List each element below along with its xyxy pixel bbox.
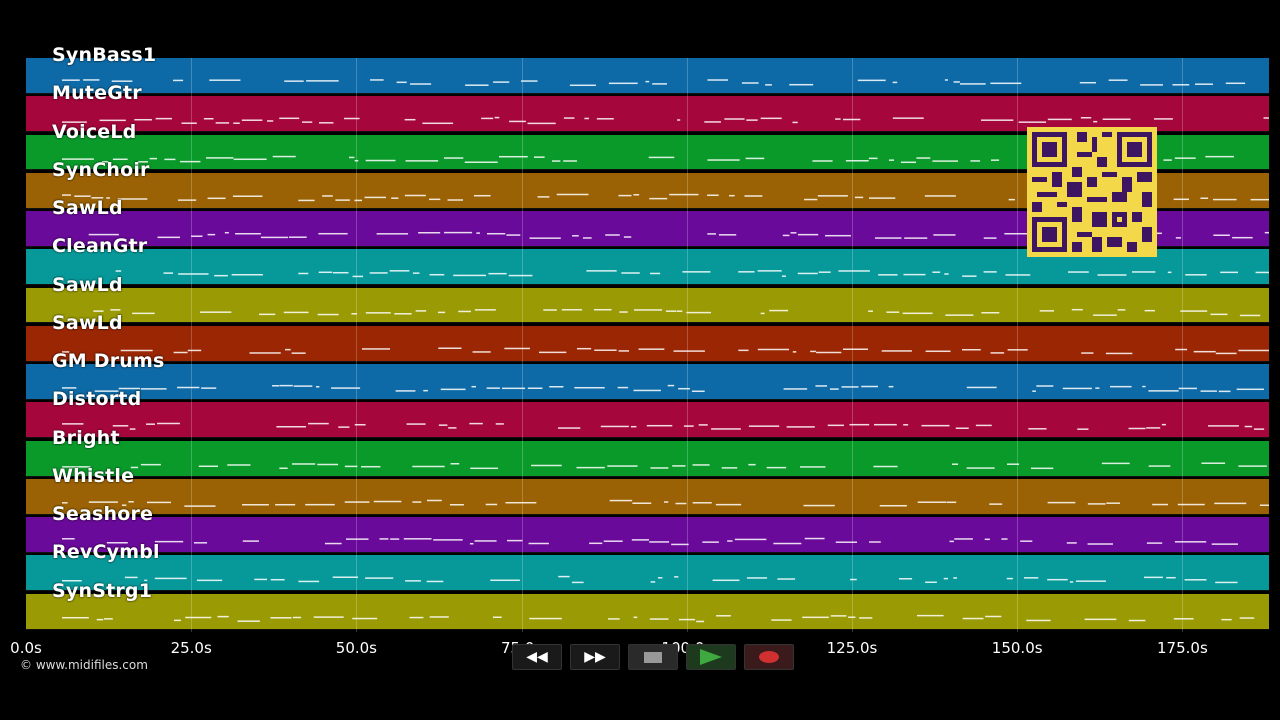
- play-button[interactable]: [686, 644, 736, 670]
- stop-button[interactable]: [628, 644, 678, 670]
- grid-line: [1017, 58, 1019, 632]
- time-tick-label: 150.0s: [991, 639, 1043, 657]
- track-lane[interactable]: [26, 440, 1269, 477]
- fast-forward-icon: ▶▶: [584, 649, 606, 665]
- grid-line: [356, 58, 358, 632]
- track-lane[interactable]: [26, 287, 1269, 324]
- transport-controls: ◀◀ ▶▶: [512, 644, 794, 670]
- rewind-icon: ◀◀: [526, 649, 548, 665]
- track-lane[interactable]: [26, 96, 1269, 133]
- grid-line: [191, 58, 193, 632]
- time-tick-label: 125.0s: [826, 639, 878, 657]
- track-name-label: VoiceLd: [52, 120, 137, 143]
- track-name-label: SawLd: [52, 273, 123, 296]
- copyright-text: © www.midifiles.com: [20, 658, 148, 672]
- track-name-label: SynBass1: [52, 44, 157, 66]
- track-name-label: SawLd: [52, 311, 123, 334]
- time-tick-label: 175.0s: [1157, 639, 1208, 657]
- play-icon: [700, 649, 722, 665]
- rewind-button[interactable]: ◀◀: [512, 644, 562, 670]
- track-name-label: Distortd: [52, 388, 142, 411]
- track-name-label: Whistle: [52, 464, 135, 487]
- piano-roll[interactable]: [26, 58, 1269, 632]
- track-lane[interactable]: [26, 325, 1269, 362]
- track-lane[interactable]: [26, 364, 1269, 401]
- qr-code: [1027, 127, 1157, 257]
- track-lane[interactable]: [26, 478, 1269, 515]
- fast-forward-button[interactable]: ▶▶: [570, 644, 620, 670]
- track-name-label: GM Drums: [52, 350, 165, 373]
- track-name-label: CleanGtr: [52, 235, 148, 258]
- track-name-label: RevCymbl: [52, 541, 160, 564]
- track-name-label: Seashore: [52, 503, 154, 526]
- time-tick-label: 25.0s: [170, 639, 212, 657]
- grid-line: [852, 58, 853, 632]
- track-name-label: SawLd: [52, 197, 123, 220]
- stop-icon: [644, 651, 662, 663]
- record-button[interactable]: [744, 644, 794, 670]
- track-lane[interactable]: [26, 402, 1269, 439]
- grid-line: [521, 58, 523, 632]
- time-tick-label: 0.0s: [10, 639, 42, 657]
- track-name-label: MuteGtr: [52, 82, 142, 105]
- track-name-label: SynStrg1: [52, 579, 153, 602]
- track-lane[interactable]: [26, 555, 1269, 592]
- track-lane[interactable]: [26, 517, 1269, 554]
- grid-line: [686, 58, 688, 632]
- track-name-label: SynChoir: [52, 158, 150, 181]
- time-tick-label: 50.0s: [335, 639, 377, 657]
- track-name-label: Bright: [52, 426, 120, 449]
- track-lane[interactable]: [26, 593, 1269, 630]
- track-lane[interactable]: [26, 58, 1269, 94]
- record-icon: [759, 651, 779, 663]
- grid-line: [1182, 58, 1184, 632]
